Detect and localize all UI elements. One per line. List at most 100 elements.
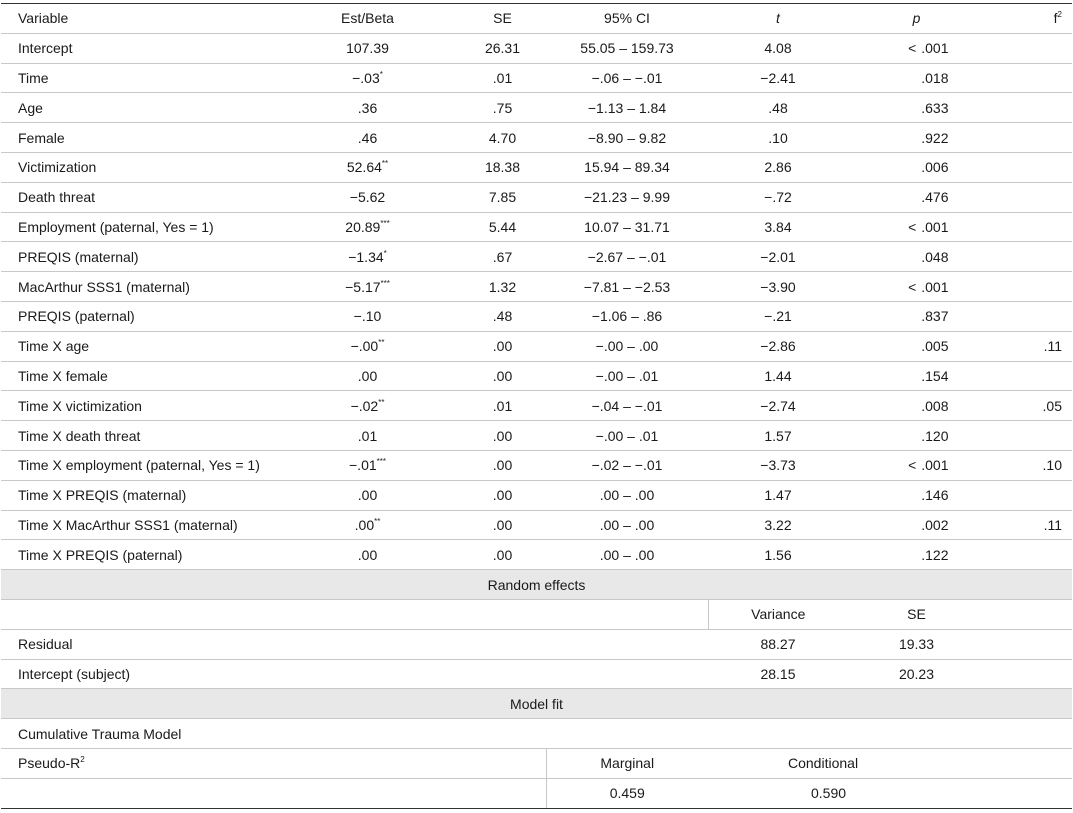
p-wrap: .008 [885, 398, 948, 414]
f2-value [985, 152, 1072, 183]
t-value: −.72 [708, 182, 848, 213]
f2-value [985, 241, 1072, 273]
estimate-cell: −.02** [276, 390, 459, 422]
header-f2: f2 [985, 3, 1072, 34]
table-row: Age .36 .75 −1.13 – 1.84.48 .633 [1, 92, 1072, 124]
p-cell: < .001 [848, 271, 985, 302]
table-row: Intercept 107.39 26.31 55.05 – 159.73 4.08 <.… [1, 33, 1072, 64]
t-value: −3.73 [708, 450, 848, 481]
header-row: Variable Est/Beta SE 95% CI t p f2 [1, 3, 1072, 34]
p-cell: .005 [848, 331, 985, 362]
ci-value: −.00 – .00 [546, 331, 708, 362]
p-cell: < .001 [848, 450, 985, 481]
p-cell: .922 [848, 122, 985, 153]
p-value: .005 [921, 338, 949, 355]
p-wrap: .633 [885, 100, 948, 116]
estimate-cell: −.01*** [276, 450, 459, 481]
model-name-row: Cumulative Trauma Model [1, 718, 1072, 749]
se-value: .00 [459, 331, 546, 362]
variable-name: Victimization [1, 152, 276, 183]
variable-name: Time X death threat [1, 420, 276, 451]
t-value: .10 [708, 122, 848, 153]
variable-name: Time [1, 63, 276, 94]
ci-value: −.00 – .01 [546, 420, 708, 451]
estimate-cell: −1.34* [276, 241, 459, 273]
table-row: Time X PREQIS (maternal) .00.00.00 – .00 1… [1, 480, 1072, 511]
p-cell: .008 [848, 390, 985, 422]
estimate-cell: .00 [276, 539, 459, 571]
estimate-cell: −.03* [276, 63, 459, 94]
marginal-label: Marginal [546, 748, 708, 779]
se-value: .00 [459, 539, 546, 571]
p-value: .154 [921, 367, 949, 384]
pseudo-r2-sup: 2 [80, 755, 85, 765]
table-row: Employment (paternal, Yes = 1) 20.89*** 5.… [1, 212, 1072, 243]
model-fit-heading-row: Model fit [1, 688, 1072, 720]
significance-stars: ** [378, 397, 385, 407]
p-value: .006 [921, 159, 949, 176]
variable-name: Death threat [1, 182, 276, 213]
t-value: 2.86 [708, 152, 848, 183]
table-row: Victimization 52.64** 18.38 15.94 – 89.34 2.… [1, 152, 1072, 183]
table-row: Time −.03* .01 −.06 – −.01 −2.41.018 [1, 63, 1072, 94]
t-value: 1.56 [708, 539, 848, 571]
p-prefix: < [908, 278, 917, 295]
p-value: .001 [921, 278, 949, 295]
p-cell: < .001 [848, 212, 985, 243]
ci-value: 15.94 – 89.34 [546, 152, 708, 183]
se-value: .48 [459, 301, 546, 332]
header-f2-sup: 2 [1057, 10, 1062, 20]
t-value: 3.84 [708, 212, 848, 243]
header-t: t [708, 3, 848, 34]
se-value: .75 [459, 92, 546, 124]
variable-name: Employment (paternal, Yes = 1) [1, 212, 276, 243]
p-value: .476 [921, 189, 949, 206]
header-variable: Variable [1, 3, 276, 34]
se-value: .00 [459, 510, 546, 541]
p-cell: .122 [848, 539, 985, 571]
variable-name: Time X PREQIS (paternal) [1, 539, 276, 571]
table-row: PREQIS (paternal) −.10 .48 −1.06 – .86 −.21.… [1, 301, 1072, 332]
estimate-value: −.01 [349, 457, 377, 474]
pseudo-r2-row: Pseudo-R2 Marginal Conditional [1, 748, 1072, 779]
p-cell: .048 [848, 241, 985, 273]
se-value: 26.31 [459, 33, 546, 64]
estimate-cell: 107.39 [276, 33, 459, 64]
t-value: 1.57 [708, 420, 848, 451]
p-wrap: .120 [885, 428, 948, 444]
f2-value [985, 92, 1072, 124]
estimate-value: −.10 [353, 308, 382, 325]
estimate-cell: .00 [276, 480, 459, 511]
f2-value [985, 480, 1072, 511]
se-value: 5.44 [459, 212, 546, 243]
p-wrap: .122 [885, 547, 948, 563]
empty-cell [985, 629, 1072, 660]
p-cell: .120 [848, 420, 985, 451]
p-cell: .002 [848, 510, 985, 541]
header-f2-base: f [1053, 10, 1058, 27]
table-row: Time X victimization −.02** .01 −.04 – −.01… [1, 390, 1072, 422]
ci-value: −.02 – −.01 [546, 450, 708, 481]
ci-value: .00 – .00 [546, 480, 708, 511]
f2-value [985, 63, 1072, 94]
random-effects-se: 20.23 [848, 659, 985, 690]
se-value: 18.38 [459, 152, 546, 183]
estimate-cell: 52.64** [276, 152, 459, 183]
empty-cell [985, 659, 1072, 690]
t-value: −2.86 [708, 331, 848, 362]
table-row: Time X female .00.00 −.00 – .01 1.44.154 [1, 361, 1072, 392]
random-effects-label: Intercept (subject) [1, 659, 708, 690]
ci-value: −.04 – −.01 [546, 390, 708, 422]
estimate-value: .46 [357, 129, 378, 146]
significance-stars: ** [374, 516, 381, 526]
ci-value: .00 – .00 [546, 510, 708, 541]
significance-stars: ** [378, 338, 385, 348]
f2-value [985, 212, 1072, 243]
p-wrap: .005 [885, 338, 949, 355]
p-cell: .154 [848, 361, 985, 392]
f2-value [985, 122, 1072, 153]
random-effects-col-row: Variance SE [1, 599, 1072, 630]
table-row: Time X MacArthur SSS1 (maternal) .00** .00… [1, 510, 1072, 541]
f2-value: .11 [985, 331, 1072, 362]
p-cell: .018 [848, 63, 985, 94]
